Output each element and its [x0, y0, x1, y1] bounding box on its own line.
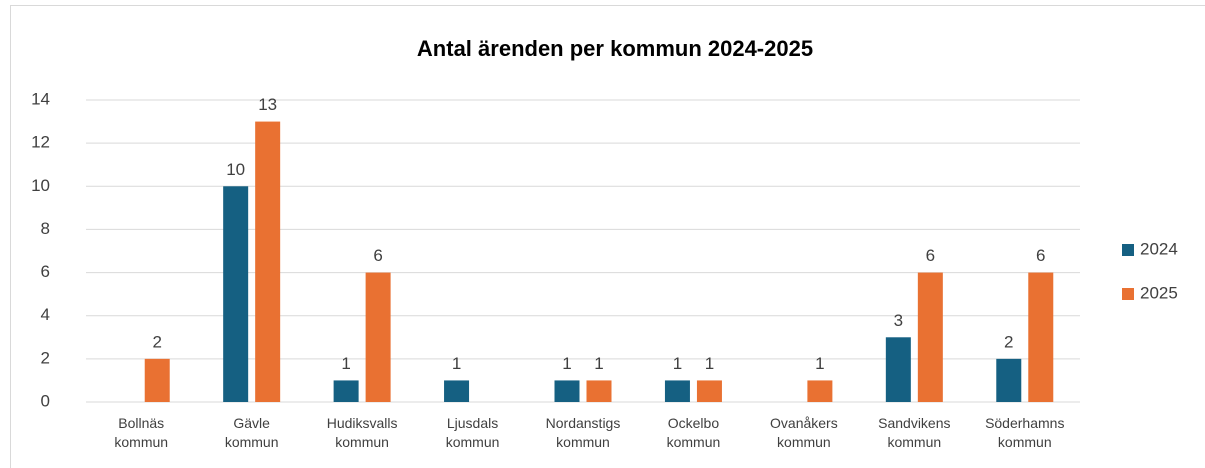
bar: [1028, 272, 1054, 402]
chart-border: [10, 5, 1205, 468]
data-label: 1: [815, 354, 824, 373]
x-tick-label: Bollnäs kommun: [114, 415, 169, 450]
data-label: 13: [258, 95, 277, 114]
bar: [664, 380, 690, 402]
bar: [885, 337, 911, 402]
x-tick-label: Sandvikens kommun: [878, 415, 951, 450]
bar: [333, 380, 359, 402]
y-tick-label: 2: [41, 348, 50, 367]
bar: [144, 358, 170, 402]
x-tick-label: Gävle kommun: [224, 415, 279, 450]
legend-label: 2024: [1140, 239, 1178, 258]
y-tick-label: 12: [31, 133, 50, 152]
y-tick-label: 6: [41, 262, 50, 281]
data-label: 1: [562, 354, 571, 373]
data-label: 6: [926, 246, 935, 265]
data-label: 10: [226, 160, 245, 179]
legend-swatch: [1122, 288, 1134, 300]
x-tick-label: Ljusdals kommun: [445, 415, 500, 450]
bar: [807, 380, 833, 402]
data-label: 2: [1004, 332, 1013, 351]
data-label: 1: [705, 354, 714, 373]
x-tick-label: Ovanåkers kommun: [770, 415, 838, 450]
bar: [917, 272, 943, 402]
y-tick-label: 10: [31, 176, 50, 195]
bar: [365, 272, 391, 402]
x-tick-label: Ockelbo kommun: [666, 415, 721, 450]
bar: [444, 380, 470, 402]
legend-label: 2025: [1140, 283, 1178, 302]
legend-swatch: [1122, 244, 1134, 256]
data-label: 3: [894, 311, 903, 330]
y-tick-label: 8: [41, 219, 50, 238]
y-tick-label: 4: [41, 305, 50, 324]
data-label: 1: [341, 354, 350, 373]
data-label: 6: [1036, 246, 1045, 265]
bar: [586, 380, 612, 402]
bar: [554, 380, 580, 402]
y-tick-label: 0: [41, 391, 50, 410]
x-tick-label: Hudiksvalls kommun: [326, 415, 398, 450]
bar: [696, 380, 722, 402]
data-label: 2: [152, 332, 161, 351]
chart-title: Antal ärenden per kommun 2024-2025: [417, 36, 813, 61]
data-label: 1: [452, 354, 461, 373]
x-tick-label: Söderhamns kommun: [985, 415, 1065, 450]
x-tick-label: Nordanstigs kommun: [545, 415, 621, 450]
bar: [996, 358, 1022, 402]
y-tick-label: 14: [31, 89, 50, 108]
bar: [223, 186, 249, 402]
data-label: 1: [673, 354, 682, 373]
data-label: 6: [373, 246, 382, 265]
bar: [255, 121, 281, 403]
data-label: 1: [594, 354, 603, 373]
